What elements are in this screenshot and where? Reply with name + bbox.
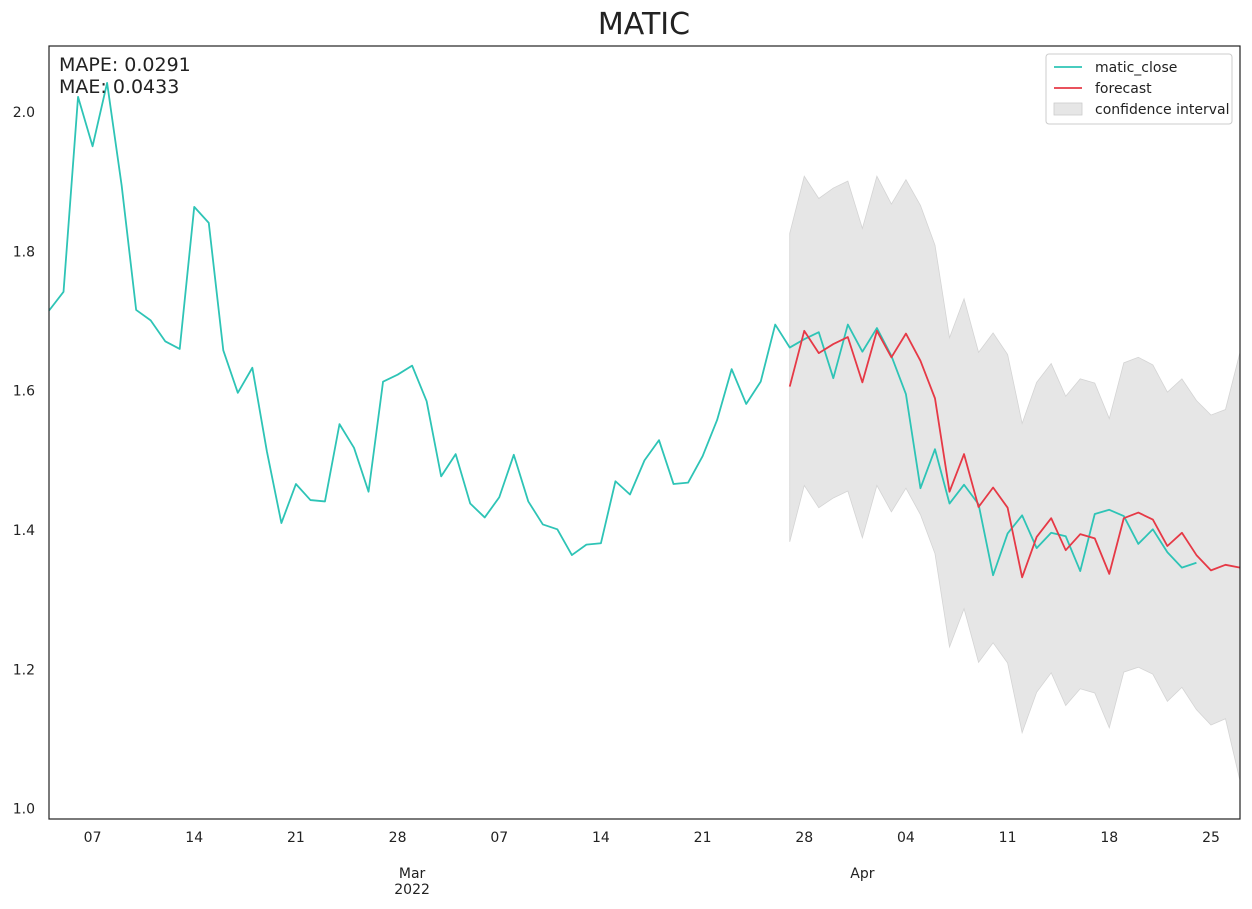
- x-tick-label: 07: [490, 830, 508, 846]
- x-tick-label: 28: [795, 830, 813, 846]
- y-tick-label: 1.6: [13, 384, 35, 400]
- x-tick-label: 11: [999, 830, 1017, 846]
- y-tick-label: 1.2: [13, 662, 35, 678]
- series-line-forecast: [788, 329, 1241, 579]
- chart-title: MATIC: [598, 7, 690, 42]
- x-tick-label: 28: [389, 830, 407, 846]
- y-tick-label: 1.0: [13, 802, 35, 818]
- confidence-interval-band: [789, 175, 1241, 781]
- mape-annotation: MAPE: 0.0291: [59, 54, 191, 76]
- x-year-label: 2022: [394, 882, 430, 898]
- series-line-matic-close: [48, 82, 1197, 577]
- y-tick-label: 1.8: [13, 244, 35, 260]
- x-tick-label: 07: [84, 830, 102, 846]
- y-tick-label: 1.4: [13, 523, 35, 539]
- x-tick-label: 14: [592, 830, 610, 846]
- legend-label-matic-close: matic_close: [1095, 60, 1177, 76]
- plot-frame: [48, 45, 1241, 820]
- plot-area: [48, 82, 1241, 781]
- legend-box: [1045, 53, 1233, 125]
- legend-label-confidence-interval: confidence interval: [1095, 102, 1229, 118]
- x-tick-label: 25: [1202, 830, 1220, 846]
- legend-label-forecast: forecast: [1095, 81, 1152, 97]
- x-tick-label: 04: [897, 830, 915, 846]
- y-tick-label: 2.0: [13, 105, 35, 121]
- y-axis-ticks: 1.0 1.2 1.4 1.6 1.8 2.0: [13, 105, 35, 817]
- x-month-label: Mar: [399, 866, 426, 882]
- x-tick-label: 21: [694, 830, 712, 846]
- x-tick-label: 14: [185, 830, 203, 846]
- mae-annotation: MAE: 0.0433: [59, 76, 179, 98]
- legend: matic_close forecast confidence interval: [1045, 53, 1233, 125]
- legend-swatch-confidence-interval: [1053, 102, 1083, 116]
- x-month-label: Apr: [850, 866, 874, 882]
- x-tick-label: 21: [287, 830, 305, 846]
- x-tick-label: 18: [1100, 830, 1118, 846]
